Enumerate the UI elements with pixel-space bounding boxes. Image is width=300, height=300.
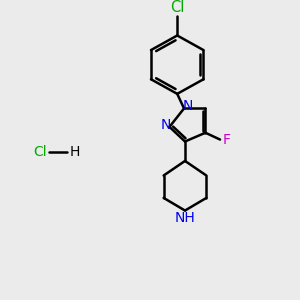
Text: N: N bbox=[183, 98, 193, 112]
Text: NH: NH bbox=[175, 211, 195, 225]
Text: F: F bbox=[223, 133, 231, 146]
Text: H: H bbox=[70, 145, 80, 159]
Text: N: N bbox=[160, 118, 171, 132]
Text: Cl: Cl bbox=[170, 0, 184, 15]
Text: Cl: Cl bbox=[33, 145, 47, 159]
